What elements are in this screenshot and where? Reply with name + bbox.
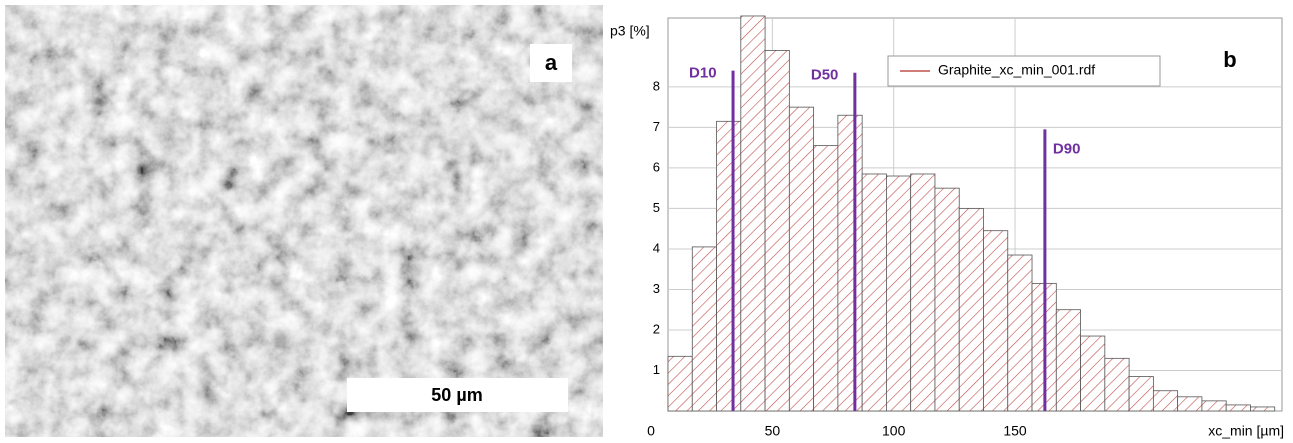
- bar: [1153, 391, 1177, 411]
- bar: [1250, 407, 1274, 411]
- scale-bar-label: 50 µm: [431, 385, 482, 405]
- y-tick-label: 1: [653, 362, 660, 377]
- bar: [1129, 377, 1153, 411]
- bar: [692, 247, 716, 411]
- percentile-label: D90: [1053, 140, 1081, 157]
- bar: [862, 174, 886, 411]
- x-tick-label: 0: [647, 423, 655, 439]
- percentile-label: D50: [811, 67, 839, 84]
- bar: [1008, 255, 1032, 411]
- bar: [1081, 336, 1105, 411]
- x-axis-label: xc_min [µm]: [1208, 423, 1284, 439]
- bar: [765, 50, 789, 411]
- panel-label: a: [545, 50, 558, 75]
- y-tick-label: 5: [653, 200, 660, 215]
- bar: [1056, 310, 1080, 411]
- bar: [838, 115, 862, 411]
- x-tick-label: 150: [1003, 423, 1027, 439]
- bar: [741, 16, 765, 411]
- bar: [959, 208, 983, 411]
- y-tick-label: 2: [653, 321, 660, 336]
- histogram: 1 2 3 4 5 6 7 8 0 50 100 150 D10 D50 D90 Graphite_xc_mi…: [610, 16, 1284, 439]
- bar: [1178, 397, 1202, 411]
- percentile-label: D10: [689, 65, 717, 82]
- bar: [1105, 358, 1129, 411]
- x-tick-label: 50: [765, 423, 781, 439]
- bar: [886, 176, 910, 411]
- sem-image: a 50 µm: [5, 5, 603, 437]
- bar: [1226, 405, 1250, 411]
- legend-label: Graphite_xc_min_001.rdf: [938, 62, 1095, 78]
- y-tick-label: 7: [653, 119, 660, 134]
- y-tick-label: 3: [653, 281, 660, 296]
- x-tick-label: 100: [882, 423, 906, 439]
- bar: [814, 146, 838, 411]
- bar: [717, 121, 741, 411]
- figure: a 50 µm 1 2 3 4 5 6 7 8 0 50 100 150 D10 D50 D90 Graphi…: [0, 0, 1293, 443]
- y-axis-label: p3 [%]: [610, 23, 650, 39]
- bar: [789, 107, 813, 411]
- panel-label: b: [1223, 47, 1236, 72]
- bar: [983, 231, 1007, 411]
- y-tick-label: 8: [653, 78, 660, 93]
- y-tick-label: 4: [653, 240, 660, 255]
- y-tick-label: 6: [653, 159, 660, 174]
- bar: [935, 188, 959, 411]
- bar: [911, 174, 935, 411]
- bar: [668, 356, 692, 411]
- bar: [1202, 401, 1226, 411]
